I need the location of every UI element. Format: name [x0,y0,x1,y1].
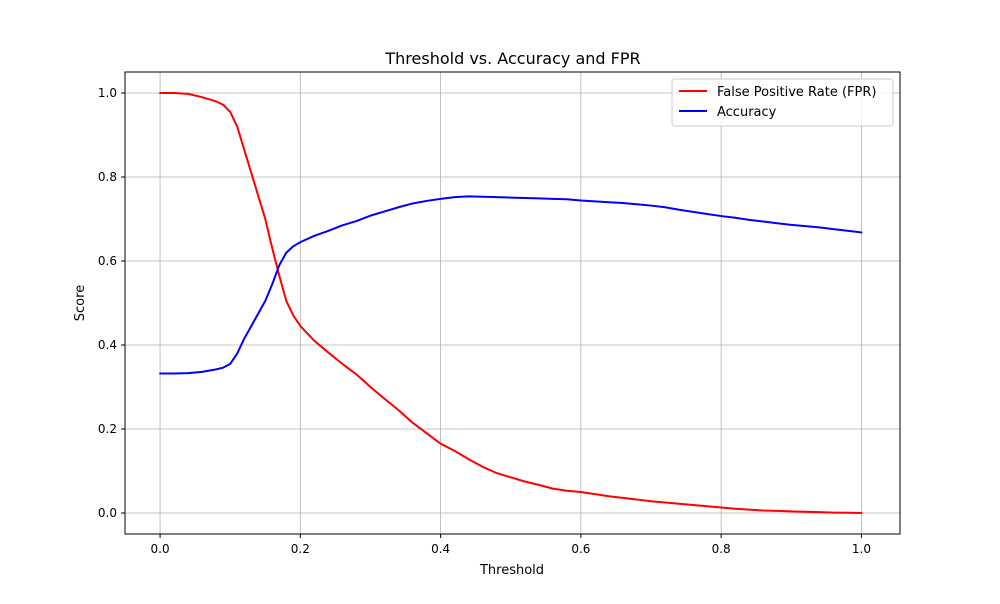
legend-label-fpr: False Positive Rate (FPR) [717,85,876,100]
legend-box [671,78,894,127]
y-tick-label: 0.8 [98,170,117,184]
series-line-accuracy [159,195,863,375]
y-tick-label: 1.0 [98,86,117,100]
x-tick-label: 0.6 [571,542,590,556]
x-tick-label: 0.0 [151,542,170,556]
x-tick-label: 0.4 [431,542,450,556]
y-tick-label: 0.0 [98,506,117,520]
y-tick-label: 0.4 [98,338,117,352]
plot-frame [124,71,901,535]
axis-ticks: 0.0 0.2 0.4 0.6 0.8 1.0 0.0 0.2 0.4 0.6 0.8 1.0 [98,86,871,556]
legend-label-accuracy: Accuracy [717,105,777,120]
x-tick-label: 0.2 [291,542,310,556]
y-tick-label: 0.6 [98,254,117,268]
y-axis-label: Score [73,285,88,321]
x-axis-label: Threshold [479,563,544,578]
x-tick-label: 1.0 [852,542,871,556]
x-tick-label: 0.8 [712,542,731,556]
chart-title: Threshold vs. Accuracy and FPR [384,49,640,68]
series-lines [159,92,863,514]
y-tick-label: 0.2 [98,422,117,436]
series-line-false-positive-rate-fpr [159,92,863,514]
grid [125,72,900,534]
legend: False Positive Rate (FPR) Accuracy [671,78,894,127]
